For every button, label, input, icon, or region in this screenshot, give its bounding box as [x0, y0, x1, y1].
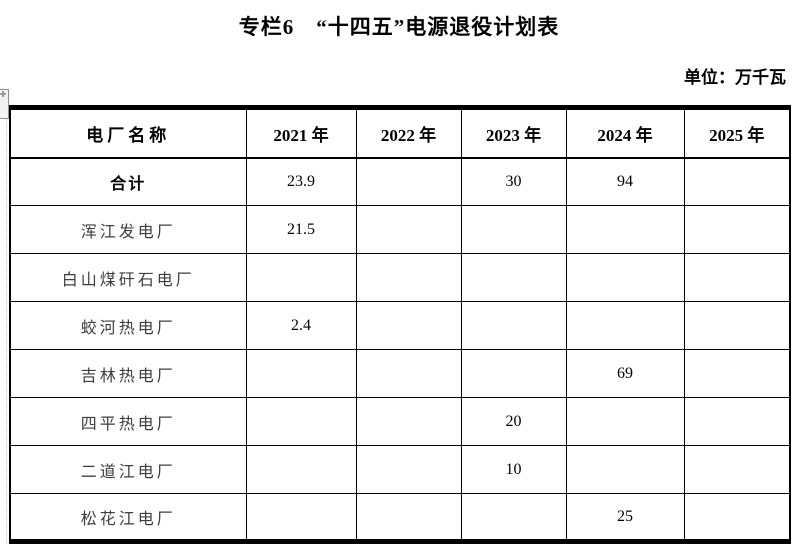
column-header-2024[interactable]: 2024 年 [565, 107, 685, 159]
cell[interactable] [683, 493, 791, 542]
cell[interactable] [355, 253, 462, 302]
row-label[interactable]: 二道江电厂 [9, 445, 247, 494]
column-header-2023[interactable]: 2023 年 [460, 107, 567, 159]
cell[interactable] [245, 445, 357, 494]
cell[interactable] [683, 349, 791, 398]
page-title: 专栏6 “十四五”电源退役计划表 [238, 15, 560, 39]
cell[interactable]: 25 [565, 493, 685, 542]
cell[interactable] [355, 445, 462, 494]
cell[interactable] [683, 445, 791, 494]
table-row: 白山煤矸石电厂 [9, 253, 791, 302]
cell-total-2024[interactable]: 94 [565, 157, 685, 206]
cell[interactable] [460, 205, 567, 254]
table-move-handle-icon[interactable]: ✛ [0, 89, 9, 119]
cell[interactable] [355, 301, 462, 350]
cell[interactable] [355, 349, 462, 398]
cell-total-2025[interactable] [683, 157, 791, 206]
cell[interactable] [245, 493, 357, 542]
row-label[interactable]: 松花江电厂 [9, 493, 247, 542]
unit-label: 单位：万千瓦 [684, 68, 786, 87]
cell[interactable] [460, 493, 567, 542]
cell[interactable] [245, 349, 357, 398]
column-header-plant-name[interactable]: 电厂名称 [9, 107, 247, 159]
header-row: 电厂名称 2021 年 2022 年 2023 年 2024 年 2025 年 [9, 107, 791, 159]
row-label[interactable]: 白山煤矸石电厂 [9, 253, 247, 302]
column-header-2021[interactable]: 2021 年 [245, 107, 357, 159]
cell[interactable] [245, 397, 357, 446]
table-row: 二道江电厂 10 [9, 445, 791, 494]
row-label[interactable]: 四平热电厂 [9, 397, 247, 446]
table-row: 吉林热电厂 69 [9, 349, 791, 398]
cell[interactable] [683, 301, 791, 350]
cell[interactable] [460, 253, 567, 302]
row-label-total[interactable]: 合计 [9, 157, 247, 206]
cell[interactable] [565, 205, 685, 254]
row-label[interactable]: 浑江发电厂 [9, 205, 247, 254]
cell[interactable] [683, 205, 791, 254]
table-row-total: 合计 23.9 30 94 [9, 157, 791, 206]
cell[interactable]: 69 [565, 349, 685, 398]
cell[interactable]: 10 [460, 445, 567, 494]
cell[interactable] [355, 493, 462, 542]
text-boundary-left [6, 109, 7, 545]
column-header-2022[interactable]: 2022 年 [355, 107, 462, 159]
cell[interactable] [355, 397, 462, 446]
table-row: 蛟河热电厂 2.4 [9, 301, 791, 350]
cell[interactable] [565, 445, 685, 494]
cell-total-2022[interactable] [355, 157, 462, 206]
table-row: 松花江电厂 25 [9, 493, 791, 542]
cell[interactable] [683, 253, 791, 302]
cell[interactable] [565, 397, 685, 446]
cell[interactable] [565, 301, 685, 350]
cell[interactable] [683, 397, 791, 446]
cell[interactable] [245, 253, 357, 302]
cell[interactable] [460, 349, 567, 398]
column-header-2025[interactable]: 2025 年 [683, 107, 791, 159]
row-label[interactable]: 蛟河热电厂 [9, 301, 247, 350]
cell[interactable] [565, 253, 685, 302]
table-row: 四平热电厂 20 [9, 397, 791, 446]
retirement-plan-table: 电厂名称 2021 年 2022 年 2023 年 2024 年 2025 年 … [9, 105, 791, 544]
cell-total-2023[interactable]: 30 [460, 157, 567, 206]
cell-total-2021[interactable]: 23.9 [245, 157, 357, 206]
cell[interactable]: 21.5 [245, 205, 357, 254]
row-label[interactable]: 吉林热电厂 [9, 349, 247, 398]
cell[interactable]: 2.4 [245, 301, 357, 350]
table-row: 浑江发电厂 21.5 [9, 205, 791, 254]
cell[interactable]: 20 [460, 397, 567, 446]
cell[interactable] [355, 205, 462, 254]
cell[interactable] [460, 301, 567, 350]
